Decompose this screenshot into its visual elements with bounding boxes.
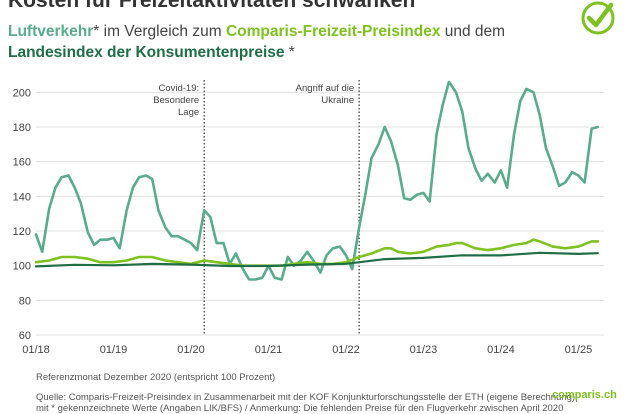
- x-tick-label: 01/24: [487, 344, 515, 356]
- checkmark-icon: [581, 1, 615, 35]
- y-tick-label: 60: [19, 330, 31, 342]
- annotation-label: Besondere: [153, 95, 199, 106]
- series-line-1: [34, 80, 600, 281]
- subtitle-air-label: Luftverkehr: [8, 23, 94, 40]
- chart-title: Kosten für Freizeitaktivitäten schwanken: [8, 0, 416, 12]
- annotation-label: Lage: [178, 107, 199, 118]
- subtitle-text-3: *: [284, 44, 295, 61]
- y-tick-label: 80: [19, 295, 31, 307]
- y-tick-label: 180: [13, 122, 31, 134]
- subtitle-text-2: und dem: [440, 23, 506, 40]
- y-tick-label: 140: [13, 191, 31, 203]
- x-tick-label: 01/20: [177, 344, 205, 356]
- x-tick-label: 01/18: [22, 344, 50, 356]
- reference-note: Referenzmonat Dezember 2020 (entspricht …: [36, 372, 276, 383]
- annotation-label: Covid-19:: [158, 83, 199, 94]
- y-tick-label: 100: [13, 261, 31, 273]
- x-tick-label: 01/22: [332, 344, 360, 356]
- source-note: Quelle: Comparis-Freizeit-Preisindex in …: [36, 392, 596, 414]
- x-tick-label: 01/25: [565, 344, 593, 356]
- x-tick-label: 01/21: [255, 344, 283, 356]
- source-line-2: mit * gekennzeichnete Werte (Angaben LIK…: [36, 403, 564, 414]
- subtitle-lik-label: Landesindex der Konsumentenpreise: [8, 44, 285, 61]
- y-tick-label: 120: [13, 226, 31, 238]
- comparis-logo: comparis.ch: [552, 389, 617, 401]
- source-line-1: Quelle: Comparis-Freizeit-Preisindex in …: [36, 392, 578, 403]
- x-tick-label: 01/23: [410, 344, 438, 356]
- subtitle-text-1: * im Vergleich zum: [93, 23, 226, 40]
- annotation-label: Ukraine: [321, 95, 354, 106]
- subtitle-freizeit-label: Comparis-Freizeit-Preisindex: [225, 23, 441, 40]
- series-line-3: [34, 251, 599, 268]
- y-tick-label: 160: [13, 157, 31, 169]
- chart-subtitle: Luftverkehr* im Vergleich zum Comparis-F…: [8, 21, 568, 63]
- y-tick-label: 200: [13, 87, 31, 99]
- x-tick-label: 01/19: [100, 344, 128, 356]
- annotation-label: Angriff auf die: [296, 83, 354, 94]
